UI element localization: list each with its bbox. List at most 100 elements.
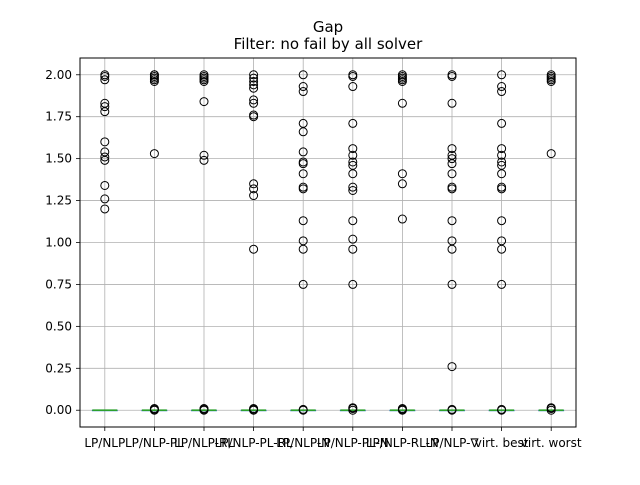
outlier-point bbox=[447, 216, 457, 226]
outlier-point bbox=[249, 83, 259, 93]
x-tick-label: virt. worst bbox=[521, 436, 582, 450]
outlier-point bbox=[497, 169, 507, 179]
outlier-point bbox=[249, 112, 259, 122]
outlier-point bbox=[497, 118, 507, 128]
outlier-point bbox=[348, 186, 358, 196]
y-tick-label: 0.00 bbox=[45, 403, 72, 417]
outlier-point bbox=[249, 191, 259, 201]
outlier-point bbox=[397, 179, 407, 189]
axis-layer: 0.00 0.25 0.50 0.75 1.00 1.25 1.50 1.75 2.00 LP/N… bbox=[45, 68, 582, 450]
outlier-point bbox=[249, 179, 259, 189]
outlier-point bbox=[497, 279, 507, 289]
outlier-point bbox=[348, 234, 358, 244]
outlier-point bbox=[100, 71, 110, 81]
outlier-point bbox=[100, 155, 110, 165]
outlier-point bbox=[100, 107, 110, 117]
x-tick-label: LP/NLP-∇ bbox=[426, 436, 480, 450]
x-tick-label: virt. best bbox=[475, 436, 529, 450]
outlier-point bbox=[397, 404, 407, 414]
y-tick-label: 2.00 bbox=[45, 68, 72, 82]
outlier-point bbox=[546, 149, 556, 159]
x-tick-label: LP/NLP-PL-N bbox=[317, 436, 389, 450]
outlier-point bbox=[199, 97, 209, 107]
outlier-point bbox=[397, 214, 407, 224]
outlier-point bbox=[249, 80, 259, 90]
outlier-point bbox=[298, 147, 308, 157]
outlier-point bbox=[348, 144, 358, 154]
outlier-point bbox=[497, 216, 507, 226]
outlier-point bbox=[497, 87, 507, 97]
outlier-point bbox=[249, 73, 259, 83]
outlier-point bbox=[546, 76, 556, 86]
outlier-point bbox=[249, 76, 259, 86]
outlier-point bbox=[100, 194, 110, 204]
outlier-point bbox=[149, 404, 159, 414]
outlier-point bbox=[249, 95, 259, 105]
outlier-point bbox=[100, 102, 110, 112]
outlier-point bbox=[447, 404, 457, 414]
outlier-point bbox=[397, 98, 407, 108]
outlier-point bbox=[100, 180, 110, 190]
outlier-point bbox=[348, 182, 358, 192]
y-tick-label: 0.75 bbox=[45, 277, 72, 291]
outlier-point bbox=[249, 404, 259, 414]
outlier-point bbox=[447, 244, 457, 254]
y-tick-label: 0.50 bbox=[45, 319, 72, 333]
outlier-point bbox=[348, 118, 358, 128]
outlier-point bbox=[447, 154, 457, 164]
outlier-point bbox=[497, 244, 507, 254]
outlier-point bbox=[249, 184, 259, 194]
outlier-point bbox=[348, 279, 358, 289]
outlier-point bbox=[298, 404, 308, 414]
outlier-point bbox=[298, 82, 308, 92]
y-tick-label: 1.75 bbox=[45, 110, 72, 124]
x-tick-label: LP/NLP-RL-N bbox=[366, 436, 439, 450]
outlier-point bbox=[348, 157, 358, 167]
outlier-point bbox=[199, 76, 209, 86]
outlier-point bbox=[100, 137, 110, 147]
outlier-point bbox=[497, 150, 507, 160]
y-tick-label: 0.25 bbox=[45, 361, 72, 375]
x-tick-label: LP/NLP-RL bbox=[174, 436, 234, 450]
outlier-point bbox=[348, 82, 358, 92]
y-tick-label: 1.00 bbox=[45, 236, 72, 250]
outlier-point bbox=[249, 70, 259, 80]
outlier-point bbox=[447, 279, 457, 289]
x-tick-label: LP/NLP bbox=[84, 436, 125, 450]
outlier-point bbox=[298, 279, 308, 289]
outlier-point bbox=[199, 404, 209, 414]
y-tick-label: 1.25 bbox=[45, 194, 72, 208]
outlier-point bbox=[298, 216, 308, 226]
outlier-point bbox=[447, 169, 457, 179]
outlier-point bbox=[199, 155, 209, 165]
outlier-point bbox=[447, 144, 457, 154]
outlier-point bbox=[348, 71, 358, 81]
outlier-point bbox=[149, 76, 159, 86]
outlier-point bbox=[298, 70, 308, 80]
outlier-point bbox=[298, 184, 308, 194]
outlier-point bbox=[298, 244, 308, 254]
chart-subtitle: Filter: no fail by all solver bbox=[234, 35, 423, 53]
outlier-point bbox=[348, 403, 358, 413]
data-layer bbox=[91, 70, 565, 415]
outlier-point bbox=[298, 169, 308, 179]
outlier-point bbox=[348, 216, 358, 226]
x-tick-label: LP/NLP-N bbox=[276, 436, 330, 450]
outlier-point bbox=[497, 157, 507, 167]
outlier-point bbox=[397, 169, 407, 179]
y-tick-label: 1.50 bbox=[45, 152, 72, 166]
outlier-point bbox=[497, 404, 507, 414]
outlier-point bbox=[348, 244, 358, 254]
outlier-point bbox=[497, 82, 507, 92]
outlier-point bbox=[199, 150, 209, 160]
outlier-point bbox=[447, 362, 457, 372]
x-tick-label: LP/NLP-PL bbox=[125, 436, 184, 450]
outlier-point bbox=[298, 127, 308, 137]
outlier-point bbox=[298, 87, 308, 97]
outlier-point bbox=[546, 403, 556, 413]
outlier-point bbox=[447, 159, 457, 169]
outlier-point bbox=[348, 169, 358, 179]
